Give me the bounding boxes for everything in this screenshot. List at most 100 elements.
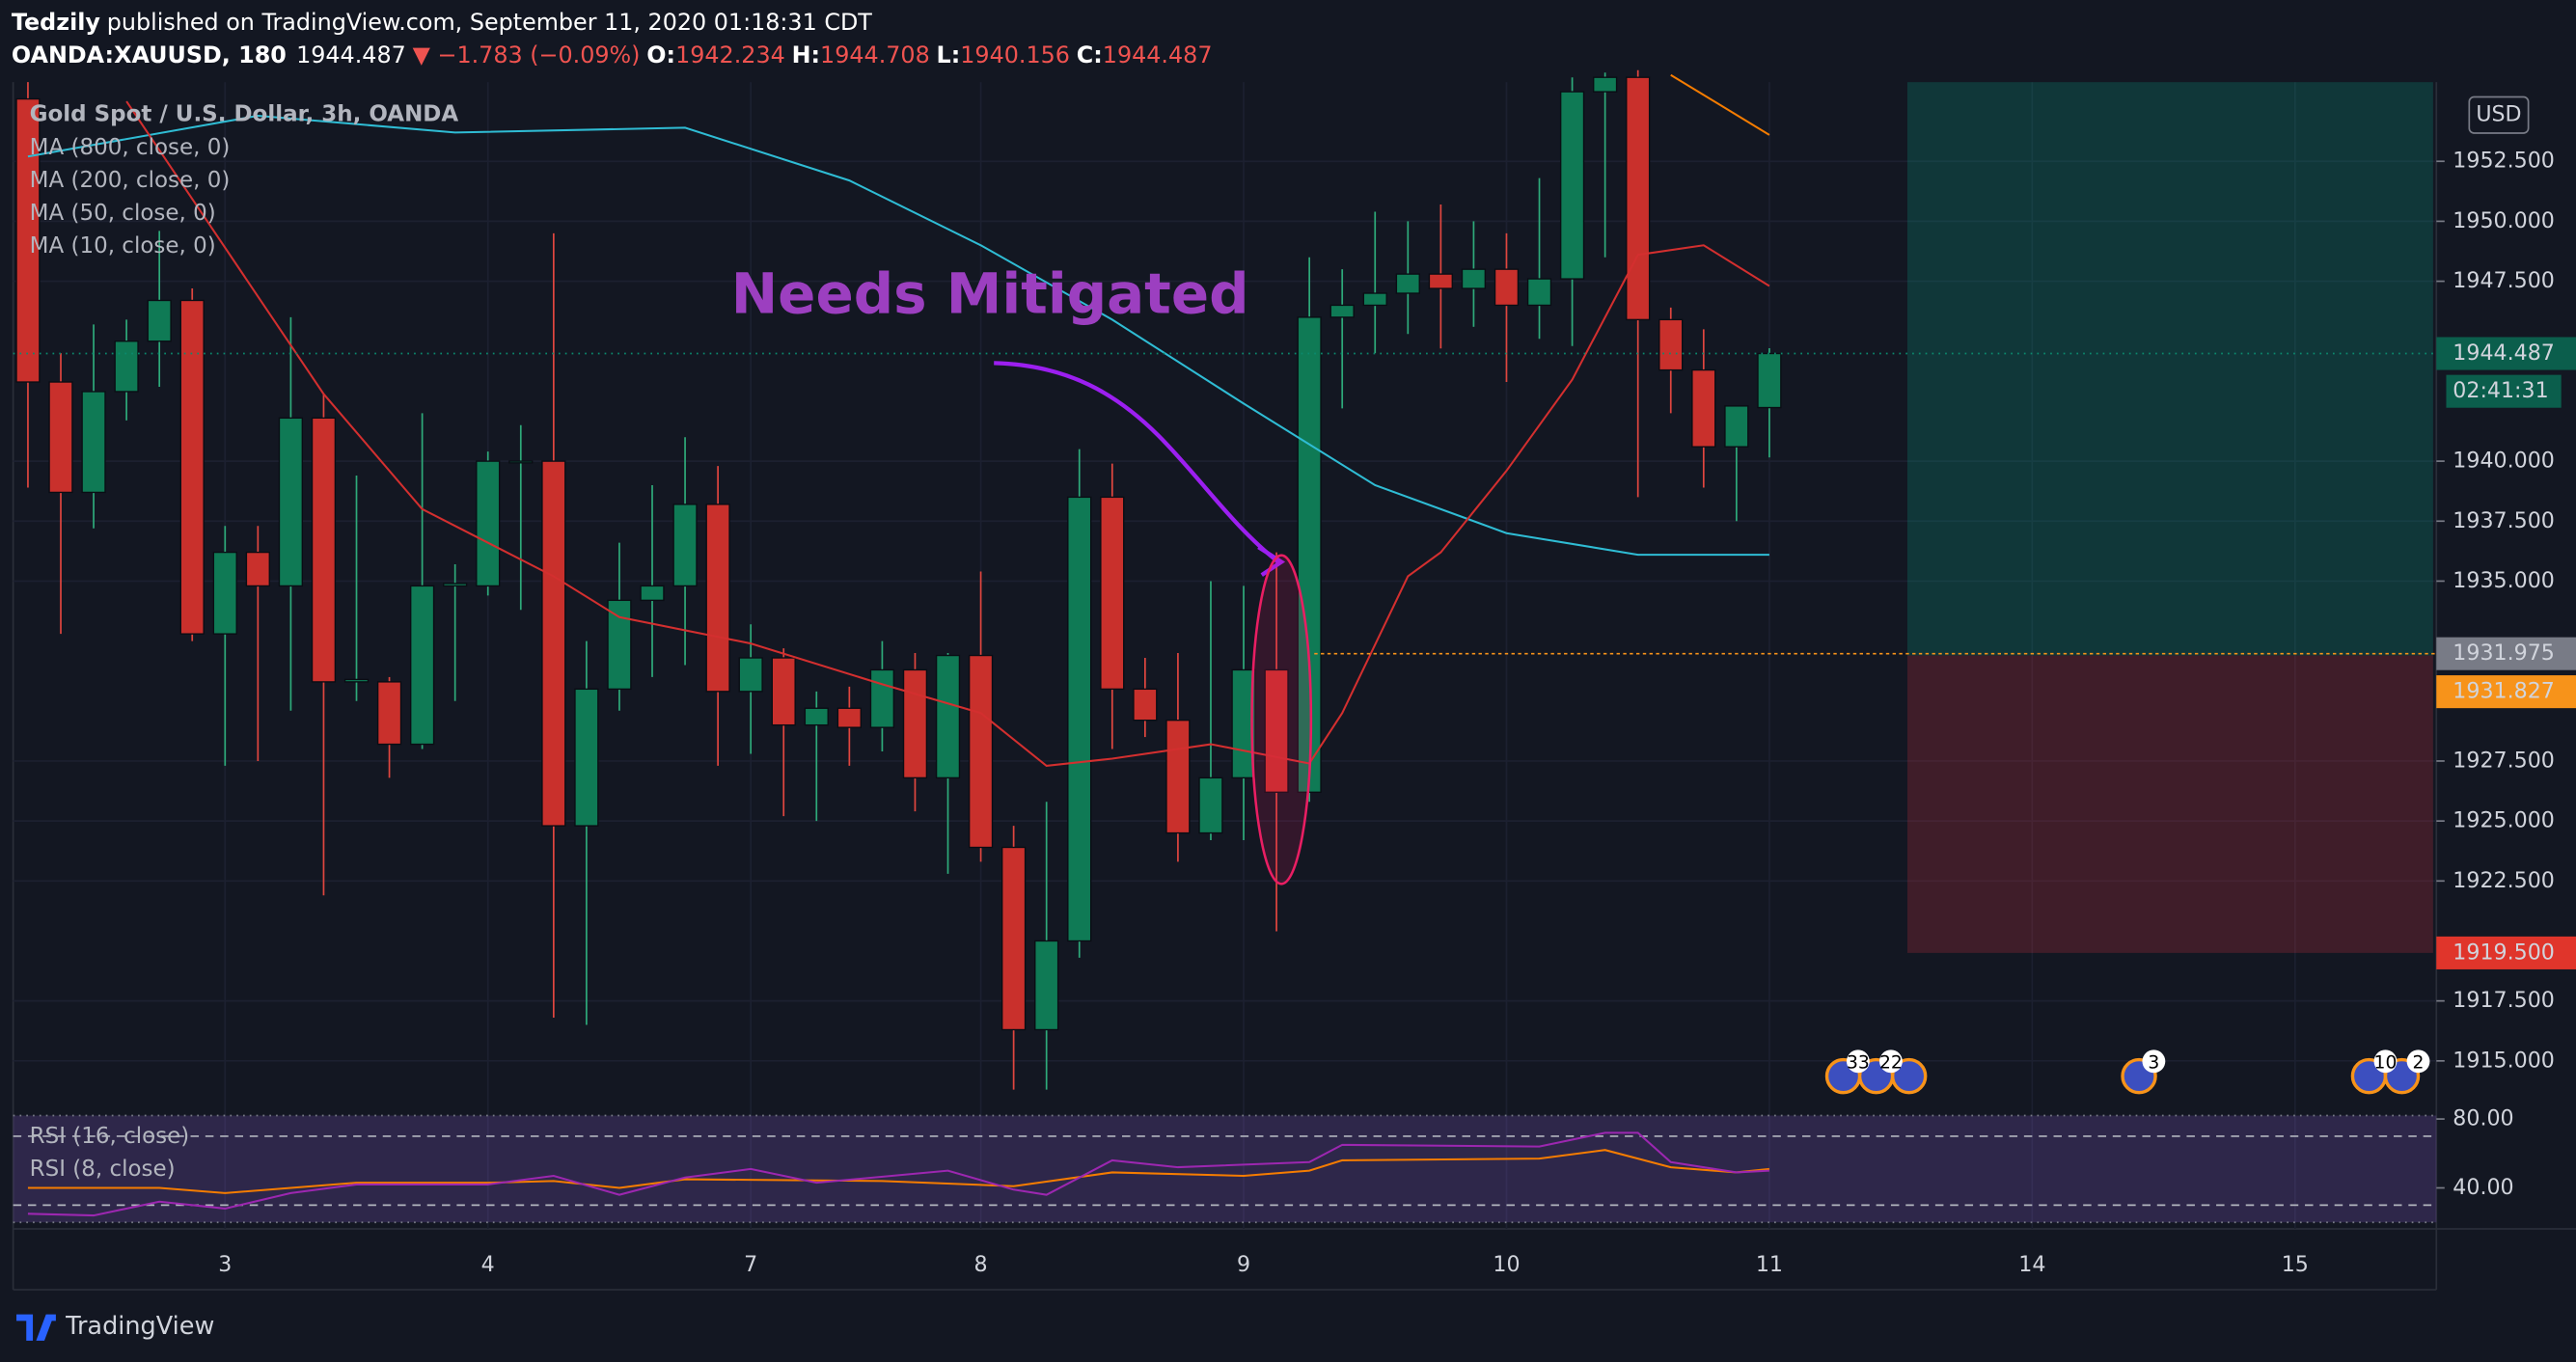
y-tick-label: 1947.500 [2453, 268, 2555, 293]
x-tick-label: 7 [744, 1252, 757, 1277]
x-tick-label: 9 [1237, 1252, 1250, 1277]
logo [16, 1314, 56, 1341]
indicator-line [27, 1131, 1769, 1217]
indicator-line [27, 1149, 1770, 1194]
candle-body [311, 417, 337, 683]
legend-entry: RSI (16, close) [30, 1124, 190, 1149]
candle-body [48, 381, 73, 494]
ohlc-label: C: [1077, 41, 1103, 68]
candle-body [1658, 318, 1684, 371]
y-tick-label: 1952.500 [2453, 149, 2555, 174]
candle-body [476, 460, 501, 587]
x-tick-label: 4 [481, 1252, 495, 1277]
event-badge [1879, 1049, 1903, 1074]
candle-body [1100, 496, 1125, 691]
countdown-bg [2446, 374, 2562, 408]
candle-body [1724, 405, 1749, 448]
candle-body [1067, 496, 1092, 942]
symbol: OANDA:XAUUSD, 180 [12, 41, 287, 68]
candle-body [640, 585, 665, 602]
candle-body [1494, 268, 1520, 307]
candle-body [869, 668, 895, 728]
price-label-bg [2436, 936, 2576, 969]
price-label: 1944.487 [2453, 340, 2555, 366]
event-count: 2 [2413, 1053, 2425, 1074]
candle-body [771, 657, 796, 726]
candle-body [968, 654, 994, 849]
change: ▼ −1.783 (−0.09%) [413, 41, 641, 68]
candle-body [1198, 776, 1223, 834]
candle-body [1461, 268, 1487, 289]
event-badge [2373, 1049, 2398, 1074]
y-tick-label: 40.00 [2453, 1175, 2513, 1200]
rsi-pane: 80.00 40.00 RSI (16, close) RSI (8, close) [13, 1106, 2514, 1224]
currency: USD [2476, 102, 2521, 127]
y-tick-label: 1940.000 [2453, 449, 2555, 474]
candle-body [1362, 292, 1387, 307]
published: published on TradingView.com, September … [107, 8, 873, 35]
ohlc-label: O: [646, 41, 675, 68]
indicator-line [1670, 73, 1770, 136]
candle-body [1264, 668, 1289, 793]
candle-body [902, 668, 928, 779]
y-tick-label: 1950.000 [2453, 208, 2555, 233]
x-tick-label: 14 [2018, 1252, 2045, 1277]
y-tick-label: 1935.000 [2453, 568, 2555, 593]
highlight-ellipse [1250, 554, 1313, 885]
candle-body [1395, 273, 1420, 294]
x-tick-label: 10 [1493, 1252, 1520, 1277]
event-count: 22 [1879, 1053, 1903, 1074]
countdown: 02:41:31 [2453, 378, 2548, 403]
event-count: 3 [2148, 1053, 2159, 1074]
event-badge [2142, 1049, 2166, 1074]
candle-body [147, 299, 172, 342]
ohlc-value: 1944.708 [820, 41, 930, 68]
candle-body [836, 707, 862, 728]
legend-entry: RSI (8, close) [30, 1157, 176, 1182]
header: Tedzily published on TradingView.com, Sep… [12, 8, 1213, 68]
candle-body [541, 460, 566, 827]
price-label-bg [2436, 337, 2576, 370]
price-labels: 1944.487 1931.975 1931.827 1919.500 02:41:31 [13, 337, 2576, 969]
ohlc-label: H: [792, 41, 820, 68]
ohlc-value: 1942.234 [675, 41, 785, 68]
y-tick-label: 1922.500 [2453, 868, 2555, 893]
candle-body [81, 391, 106, 494]
price-label-bg [2436, 637, 2576, 670]
ohlc-label: L: [937, 41, 961, 68]
legend-entry: MA (200, close, 0) [30, 168, 231, 193]
y-tick-label: 1927.500 [2453, 748, 2555, 773]
publisher: Tedzily [12, 8, 100, 35]
price-label: 1919.500 [2453, 940, 2555, 965]
price-label-bg [2436, 675, 2576, 709]
event-count: 10 [2374, 1053, 2398, 1074]
candle-body [1691, 368, 1716, 448]
candle-body [1001, 846, 1027, 1031]
candle-body [1626, 76, 1651, 321]
position-tool [1906, 82, 2433, 953]
legend-entry: MA (10, close, 0) [30, 233, 216, 259]
chart-title: Gold Spot / U.S. Dollar, 3h, OANDA [30, 102, 459, 127]
candle-body [245, 551, 270, 587]
candle-body [1165, 720, 1191, 834]
candle-body [1329, 304, 1355, 318]
candle-body [1297, 316, 1322, 793]
candle-body [1593, 76, 1618, 93]
event-count: 33 [1847, 1053, 1870, 1074]
candle-body [508, 460, 534, 464]
candle-body [114, 340, 139, 393]
candle-body [935, 654, 961, 779]
candle-body [1034, 940, 1059, 1031]
x-tick-label: 15 [2282, 1252, 2309, 1277]
legend-entry: MA (800, close, 0) [30, 135, 231, 160]
candle-body [1559, 91, 1585, 280]
loss-zone [1906, 655, 2433, 953]
candle-body [410, 585, 435, 746]
header-line: OANDA:XAUUSD, 180 1944.487 ▼ −1.783 (−0.09… [12, 41, 1213, 68]
candle-body [1526, 278, 1552, 307]
candle-body [278, 417, 303, 587]
y-tick-label: 1915.000 [2453, 1048, 2555, 1073]
grid: 1915.000 1917.500 1922.500 1925.000 1927.500… [13, 82, 2555, 1277]
